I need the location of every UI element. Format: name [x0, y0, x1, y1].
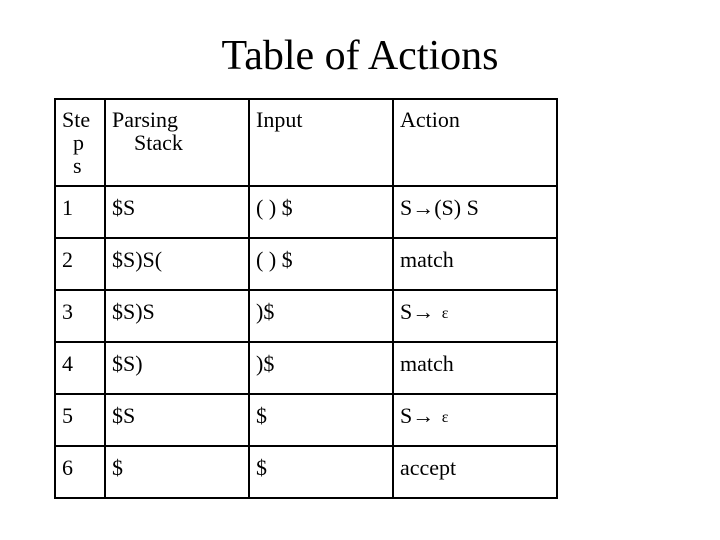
cell-input: $ — [249, 446, 393, 498]
header-text: Parsing — [112, 107, 178, 132]
cell-stack: $S) — [105, 342, 249, 394]
table-row: 6 $ $ accept — [55, 446, 557, 498]
cell-stack: $S)S( — [105, 238, 249, 290]
epsilon-symbol: ε — [440, 409, 449, 426]
table-header-row: Ste p s Parsing Stack Input Action — [55, 99, 557, 186]
cell-input: )$ — [249, 290, 393, 342]
cell-action: S→(S) S — [393, 186, 557, 238]
epsilon-symbol: ε — [440, 305, 449, 322]
col-header-stack: Parsing Stack — [105, 99, 249, 186]
table-body: 1 $S ( ) $ S→(S) S 2 $S)S( ( ) $ match 3… — [55, 186, 557, 498]
cell-action: match — [393, 238, 557, 290]
cell-action: S→ ε — [393, 394, 557, 446]
cell-stack: $S — [105, 186, 249, 238]
cell-input: ( ) $ — [249, 186, 393, 238]
cell-input: )$ — [249, 342, 393, 394]
table-row: 4 $S) )$ match — [55, 342, 557, 394]
actions-table: Ste p s Parsing Stack Input Action — [54, 98, 558, 499]
page-title: Table of Actions — [0, 0, 720, 98]
cell-step: 6 — [55, 446, 105, 498]
header-text: s — [73, 153, 82, 178]
cell-step: 4 — [55, 342, 105, 394]
cell-stack: $ — [105, 446, 249, 498]
table-row: 1 $S ( ) $ S→(S) S — [55, 186, 557, 238]
cell-input: ( ) $ — [249, 238, 393, 290]
cell-stack: $S — [105, 394, 249, 446]
cell-action: S→ ε — [393, 290, 557, 342]
table-row: 5 $S $ S→ ε — [55, 394, 557, 446]
cell-step: 2 — [55, 238, 105, 290]
col-header-input: Input — [249, 99, 393, 186]
cell-action: accept — [393, 446, 557, 498]
cell-stack: $S)S — [105, 290, 249, 342]
table-row: 3 $S)S )$ S→ ε — [55, 290, 557, 342]
cell-step: 5 — [55, 394, 105, 446]
cell-action: match — [393, 342, 557, 394]
header-text: Ste — [62, 107, 90, 132]
header-text: Stack — [134, 130, 183, 155]
cell-step: 3 — [55, 290, 105, 342]
col-header-action: Action — [393, 99, 557, 186]
cell-step: 1 — [55, 186, 105, 238]
actions-table-wrapper: Ste p s Parsing Stack Input Action — [0, 98, 720, 499]
header-text: Input — [256, 107, 302, 132]
header-text: Action — [400, 107, 460, 132]
table-row: 2 $S)S( ( ) $ match — [55, 238, 557, 290]
cell-input: $ — [249, 394, 393, 446]
col-header-steps: Ste p s — [55, 99, 105, 186]
header-text: p — [73, 130, 84, 155]
